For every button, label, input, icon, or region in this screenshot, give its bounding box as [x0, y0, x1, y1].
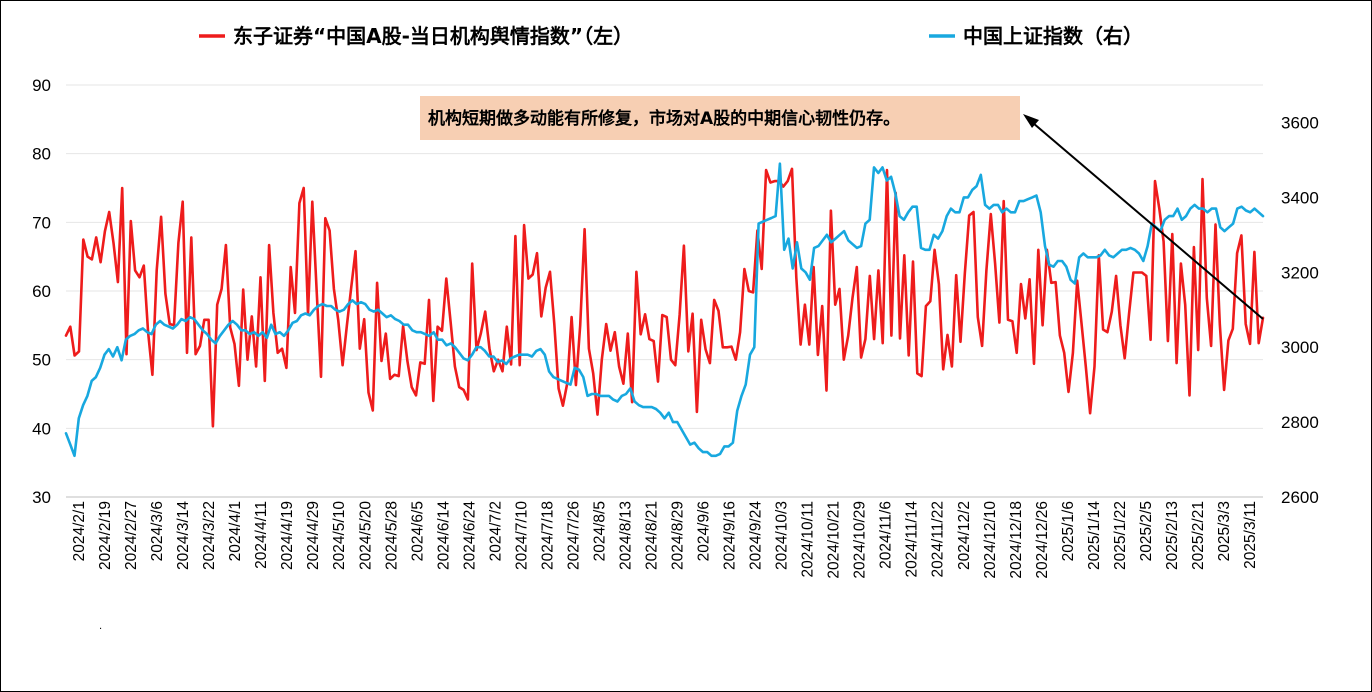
series-lines — [64, 162, 1265, 458]
x-tick-label: 2024/5/10 — [331, 501, 348, 570]
legend-label-sentiment: 东子证券“中国A股-当日机构舆情指数”（左） — [233, 24, 633, 48]
x-tick-label: 2024/11/6 — [878, 501, 895, 569]
x-tick-label: 2024/7/2 — [487, 501, 504, 561]
x-tick-label: 2024/12/10 — [982, 501, 999, 579]
x-axis-tick-labels: 2024/2/1 2024/2/19 2024/2/27 2024/3/6 2024/3… — [71, 501, 1259, 579]
y-left-tick-label: 70 — [32, 213, 51, 232]
x-tick-label: 2025/2/13 — [1164, 501, 1181, 570]
shanghai-index-line — [64, 162, 1265, 458]
x-tick-label: 2024/2/19 — [97, 501, 114, 570]
y-left-tick-label: 40 — [32, 419, 51, 438]
right-axis-tick-labels: 2600 2800 3000 3200 3400 3600 — [1281, 113, 1319, 507]
y-right-tick-label: 3400 — [1281, 188, 1319, 207]
x-tick-label: 2024/12/2 — [956, 501, 973, 570]
x-tick-label: 2025/1/22 — [1112, 501, 1129, 570]
x-tick-label: 2025/1/14 — [1086, 501, 1103, 570]
y-left-tick-label: 90 — [32, 76, 51, 95]
x-tick-label: 2024/6/24 — [461, 501, 478, 570]
x-tick-label: 2024/12/26 — [1034, 501, 1051, 579]
x-tick-label: 2024/9/6 — [696, 501, 713, 561]
x-tick-label: 2024/8/29 — [670, 501, 687, 570]
x-tick-label: 2024/6/14 — [435, 501, 452, 570]
x-tick-label: 2025/3/3 — [1216, 501, 1233, 561]
y-right-tick-label: 3000 — [1281, 338, 1319, 357]
legend-label-shanghai: 中国上证指数（右） — [963, 24, 1143, 48]
x-tick-label: 2024/11/22 — [930, 501, 947, 577]
y-left-tick-label: 80 — [32, 145, 51, 164]
left-axis-tick-labels: 30 40 50 60 70 80 90 — [32, 76, 51, 507]
y-right-tick-label: 3600 — [1281, 113, 1319, 132]
x-tick-label: 2024/6/5 — [409, 501, 426, 561]
x-tick-label: 2024/11/14 — [904, 501, 921, 578]
stray-mark: . — [99, 621, 102, 632]
annotation-arrow-line — [1025, 116, 1264, 320]
y-left-tick-label: 60 — [32, 282, 51, 301]
y-left-tick-label: 50 — [32, 351, 51, 370]
x-tick-label: 2024/3/14 — [175, 501, 192, 570]
annotation-arrowhead — [1023, 114, 1039, 128]
annotation: 机构短期做多动能有所修复，市场对A股的中期信心韧性仍存。 — [420, 96, 1264, 320]
sentiment-index-line — [64, 167, 1265, 428]
x-tick-label: 2024/2/27 — [123, 501, 140, 570]
x-tick-label: 2024/10/3 — [774, 501, 791, 570]
x-tick-label: 2024/8/21 — [643, 501, 660, 570]
x-tick-label: 2024/4/1 — [227, 501, 244, 561]
x-tick-label: 2024/4/19 — [279, 501, 296, 570]
x-tick-label: 2024/5/20 — [357, 501, 374, 570]
x-tick-label: 2024/12/18 — [1008, 501, 1025, 579]
y-right-tick-label: 3200 — [1281, 263, 1319, 282]
x-tick-label: 2024/4/11 — [253, 501, 270, 569]
x-tick-label: 2024/10/11 — [800, 501, 817, 577]
x-tick-label: 2025/1/6 — [1060, 501, 1077, 561]
x-tick-label: 2024/7/10 — [513, 501, 530, 570]
x-tick-label: 2024/8/5 — [591, 501, 608, 561]
annotation-box — [420, 96, 1020, 140]
x-tick-label: 2024/2/1 — [71, 501, 88, 561]
x-tick-label: 2024/7/26 — [565, 501, 582, 570]
x-tick-label: 2024/3/6 — [149, 501, 166, 561]
x-tick-label: 2024/9/24 — [748, 501, 765, 570]
x-tick-label: 2024/4/29 — [305, 501, 322, 570]
x-tick-label: 2024/8/13 — [617, 501, 634, 570]
annotation-text: 机构短期做多动能有所修复，市场对A股的中期信心韧性仍存。 — [428, 108, 900, 129]
y-left-tick-label: 30 — [32, 488, 51, 507]
x-tick-label: 2025/2/21 — [1190, 501, 1207, 570]
x-tick-label: 2024/10/21 — [826, 501, 843, 579]
x-tick-label: 2024/5/28 — [383, 501, 400, 570]
x-tick-label: 2024/3/22 — [201, 501, 218, 570]
legend: 东子证券“中国A股-当日机构舆情指数”（左） 中国上证指数（右） — [199, 24, 1143, 48]
y-right-tick-label: 2800 — [1281, 413, 1319, 432]
x-tick-label: 2025/2/5 — [1138, 501, 1155, 561]
x-tick-label: 2024/7/18 — [539, 501, 556, 570]
x-tick-label: 2024/10/29 — [852, 501, 869, 579]
y-right-tick-label: 2600 — [1281, 488, 1319, 507]
x-tick-label: 2024/9/16 — [722, 501, 739, 570]
x-tick-label: 2025/3/11 — [1242, 501, 1259, 569]
